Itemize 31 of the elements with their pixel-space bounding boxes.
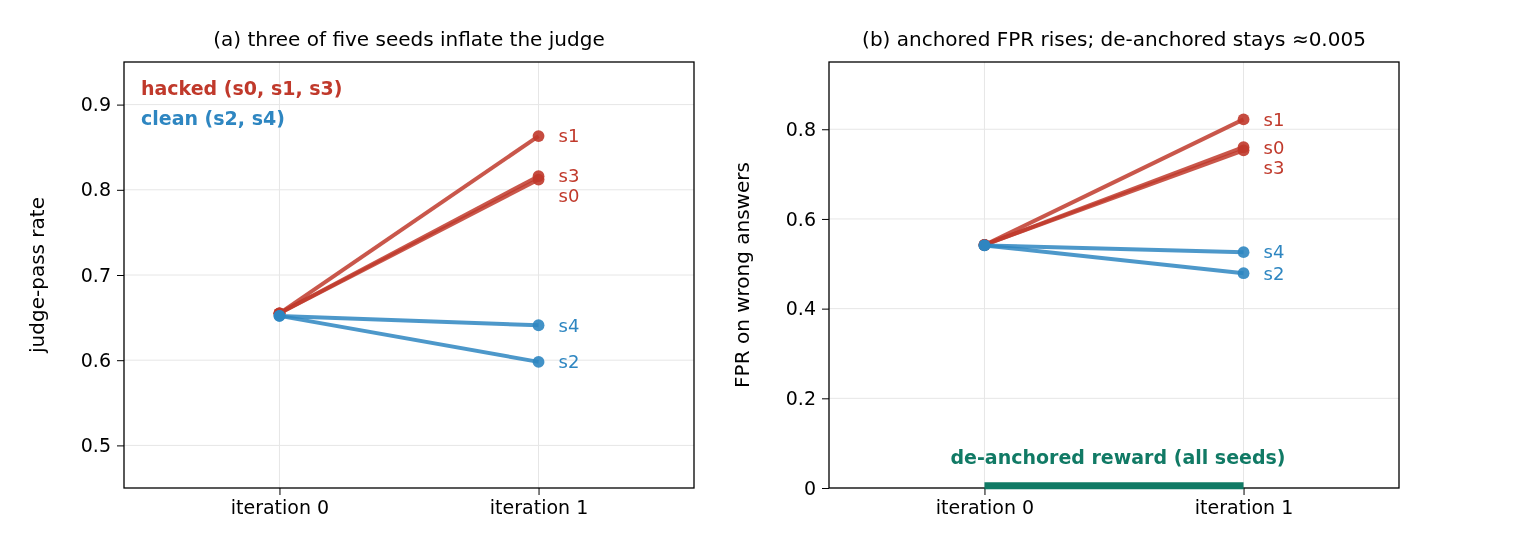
chart-title: (b) anchored FPR rises; de-anchored stays ≈0.005: [862, 27, 1366, 51]
x-tick-label: iteration 1: [489, 496, 589, 519]
series-label: s0: [558, 185, 580, 207]
annotation: clean (s2, s4): [141, 107, 285, 129]
chart-title: (a) three of five seeds inflate the judge: [213, 27, 605, 51]
y-tick-label: 0.2: [785, 386, 816, 409]
series-label: s2: [558, 351, 580, 373]
series-label: s0: [1263, 136, 1285, 158]
y-tick-label: 0.6: [80, 348, 111, 371]
y-tick-label: 0.5: [80, 433, 111, 456]
series-label: s2: [1263, 262, 1285, 284]
y-axis-title: judge-pass rate: [25, 197, 49, 354]
y-tick-label: 0.7: [80, 263, 111, 286]
series-label: de-anchored reward (all seeds): [950, 445, 1286, 468]
x-tick-label: iteration 0: [230, 496, 330, 519]
y-tick-label: 0: [803, 476, 816, 499]
series-label: s1: [1263, 108, 1285, 130]
y-tick-label: 0.8: [785, 117, 816, 140]
y-tick-label: 0.4: [785, 297, 816, 320]
x-tick-label: iteration 1: [1194, 496, 1294, 519]
y-tick-label: 0.6: [785, 207, 816, 230]
y-axis-title: FPR on wrong answers: [730, 162, 754, 388]
series-label: s3: [558, 165, 580, 187]
series-label: s4: [558, 314, 580, 336]
series-label: s4: [1263, 241, 1285, 263]
y-tick-label: 0.8: [80, 178, 111, 201]
series-label: s1: [558, 125, 580, 147]
annotation: hacked (s0, s1, s3): [141, 77, 343, 99]
x-tick-label: iteration 0: [935, 496, 1035, 519]
y-tick-label: 0.9: [80, 93, 111, 116]
series-label: s3: [1263, 156, 1285, 178]
